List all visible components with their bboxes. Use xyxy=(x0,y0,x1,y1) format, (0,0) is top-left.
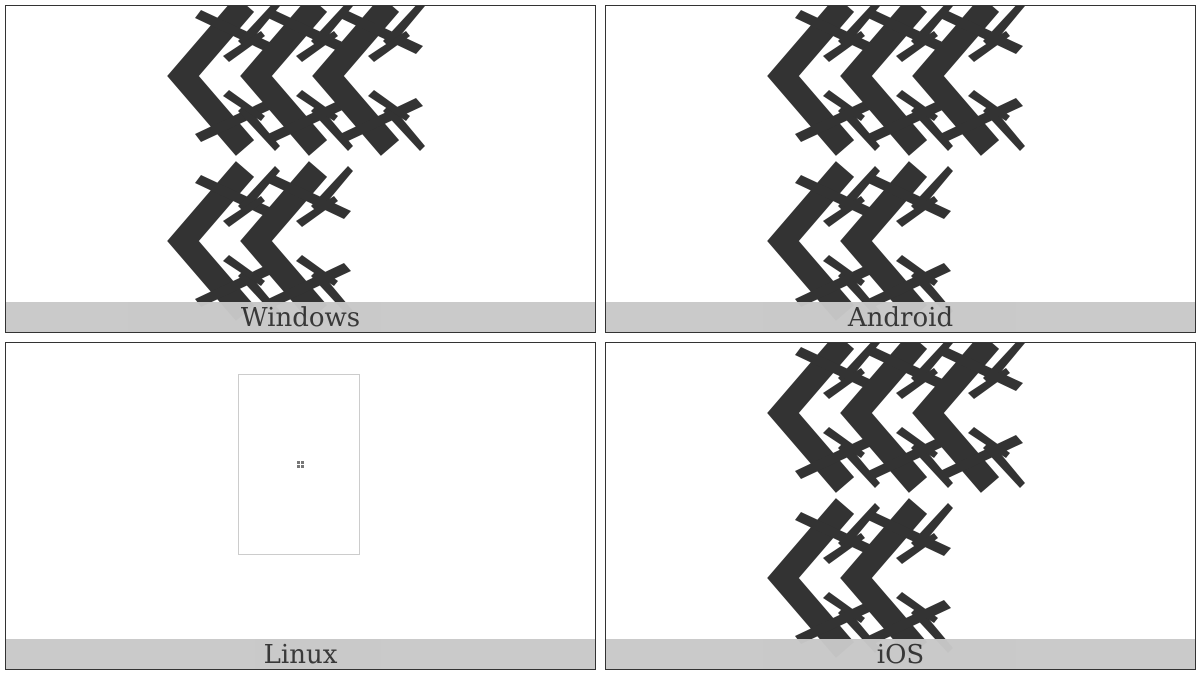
platform-label: Android xyxy=(606,302,1195,332)
panel-ios: iOS xyxy=(605,342,1196,670)
platform-label: iOS xyxy=(606,639,1195,669)
glyph-rendering xyxy=(6,6,596,333)
platform-label: Linux xyxy=(6,639,595,669)
panel-android: Android xyxy=(605,5,1196,333)
panel-windows: Windows xyxy=(5,5,596,333)
panel-linux: Linux xyxy=(5,342,596,670)
glyph-rendering xyxy=(606,6,1196,333)
platform-label: Windows xyxy=(6,302,595,332)
glyph-rendering xyxy=(606,343,1196,670)
missing-glyph-box xyxy=(238,374,360,555)
missing-glyph-code-mark xyxy=(297,461,304,468)
